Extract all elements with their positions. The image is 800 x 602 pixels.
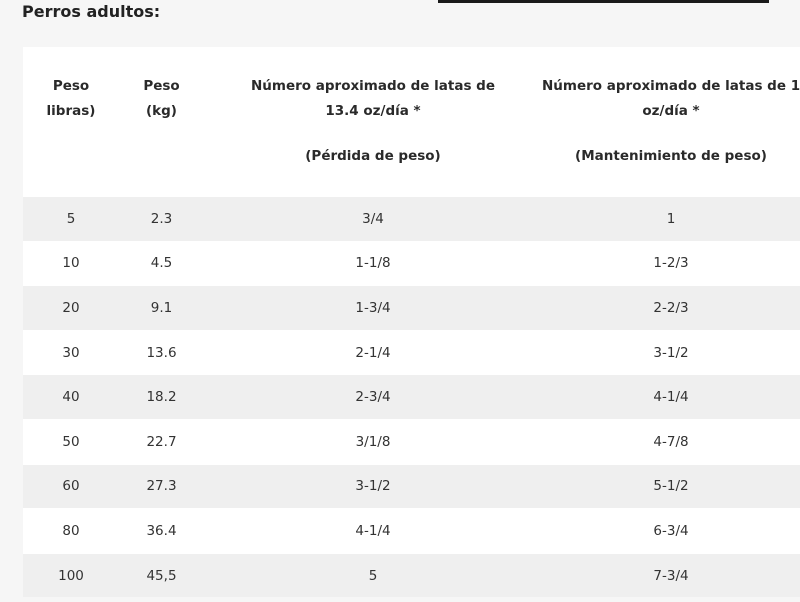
cell-cans-loss: 3/1/8 bbox=[204, 418, 542, 465]
cell-weight-kg: 2.3 bbox=[119, 196, 204, 242]
header-weight-kg: Peso (kg) bbox=[119, 47, 204, 197]
cell-weight-lbs: 100 bbox=[23, 552, 119, 598]
cell-weight-lbs: 10 bbox=[23, 240, 119, 286]
header-line: libras) bbox=[46, 103, 96, 119]
table-row: 10 4.5 1-1/8 1-2/3 bbox=[23, 240, 800, 286]
cell-cans-loss: 1-3/4 bbox=[204, 285, 542, 331]
header-subtitle: (Mantenimiento de peso) bbox=[575, 148, 767, 164]
feeding-table: Peso libras) Peso (kg) Número aproximado… bbox=[23, 47, 800, 598]
table-row: 50 22.7 3/1/8 4-7/8 bbox=[23, 418, 800, 465]
cell-cans-loss: 3-1/2 bbox=[204, 463, 542, 509]
cell-weight-kg: 27.3 bbox=[119, 463, 204, 509]
header-line: oz/día * bbox=[642, 103, 700, 119]
cell-weight-lbs: 50 bbox=[23, 418, 119, 465]
top-divider-bar bbox=[438, 0, 769, 3]
table-row: 5 2.3 3/4 1 bbox=[23, 196, 800, 242]
cell-cans-loss: 5 bbox=[204, 552, 542, 598]
cell-cans-maintenance: 6-3/4 bbox=[542, 508, 800, 554]
cell-cans-maintenance: 7-3/4 bbox=[542, 552, 800, 598]
cell-weight-kg: 9.1 bbox=[119, 285, 204, 331]
table-row: 40 18.2 2-3/4 4-1/4 bbox=[23, 374, 800, 420]
cell-cans-maintenance: 1 bbox=[542, 196, 800, 242]
header-line: (kg) bbox=[146, 103, 177, 119]
cell-weight-kg: 22.7 bbox=[119, 418, 204, 465]
cell-weight-lbs: 20 bbox=[23, 285, 119, 331]
table-row: 80 36.4 4-1/4 6-3/4 bbox=[23, 508, 800, 554]
cell-cans-loss: 2-1/4 bbox=[204, 329, 542, 375]
header-line: 13.4 oz/día * bbox=[325, 103, 421, 119]
header-line: Número aproximado de latas de 13.4 bbox=[542, 78, 800, 94]
table-row: 20 9.1 1-3/4 2-2/3 bbox=[23, 285, 800, 331]
cell-cans-loss: 3/4 bbox=[204, 196, 542, 242]
cell-weight-kg: 18.2 bbox=[119, 374, 204, 420]
header-line: Peso bbox=[52, 78, 90, 94]
cell-cans-loss: 2-3/4 bbox=[204, 374, 542, 420]
cell-weight-lbs: 30 bbox=[23, 329, 119, 375]
header-cans-weight-maintenance: Número aproximado de latas de 13.4 oz/dí… bbox=[542, 47, 800, 197]
cell-cans-maintenance: 5-1/2 bbox=[542, 463, 800, 509]
cell-weight-lbs: 60 bbox=[23, 463, 119, 509]
cell-weight-kg: 45,5 bbox=[119, 552, 204, 598]
cell-weight-lbs: 5 bbox=[23, 196, 119, 242]
cell-weight-kg: 36.4 bbox=[119, 508, 204, 554]
feeding-table-card: Peso libras) Peso (kg) Número aproximado… bbox=[23, 47, 800, 598]
table-row: 30 13.6 2-1/4 3-1/2 bbox=[23, 329, 800, 375]
cell-weight-kg: 4.5 bbox=[119, 240, 204, 286]
header-cans-weight-loss: Número aproximado de latas de 13.4 oz/dí… bbox=[204, 47, 542, 197]
header-subtitle: (Pérdida de peso) bbox=[305, 148, 441, 164]
cell-weight-lbs: 40 bbox=[23, 374, 119, 420]
cell-cans-maintenance: 4-1/4 bbox=[542, 374, 800, 420]
cell-cans-maintenance: 3-1/2 bbox=[542, 329, 800, 375]
cell-cans-loss: 1-1/8 bbox=[204, 240, 542, 286]
cell-cans-maintenance: 4-7/8 bbox=[542, 418, 800, 465]
header-weight-lbs: Peso libras) bbox=[23, 47, 119, 197]
cell-weight-lbs: 80 bbox=[23, 508, 119, 554]
cell-weight-kg: 13.6 bbox=[119, 329, 204, 375]
cell-cans-loss: 4-1/4 bbox=[204, 508, 542, 554]
table-row: 100 45,5 5 7-3/4 bbox=[23, 552, 800, 598]
table-header-row: Peso libras) Peso (kg) Número aproximado… bbox=[23, 47, 800, 197]
header-line: Peso bbox=[143, 78, 180, 94]
cell-cans-maintenance: 2-2/3 bbox=[542, 285, 800, 331]
header-line: Número aproximado de latas de bbox=[251, 78, 495, 94]
section-title: Perros adultos: bbox=[22, 2, 161, 21]
cell-cans-maintenance: 1-2/3 bbox=[542, 240, 800, 286]
table-row: 60 27.3 3-1/2 5-1/2 bbox=[23, 463, 800, 509]
